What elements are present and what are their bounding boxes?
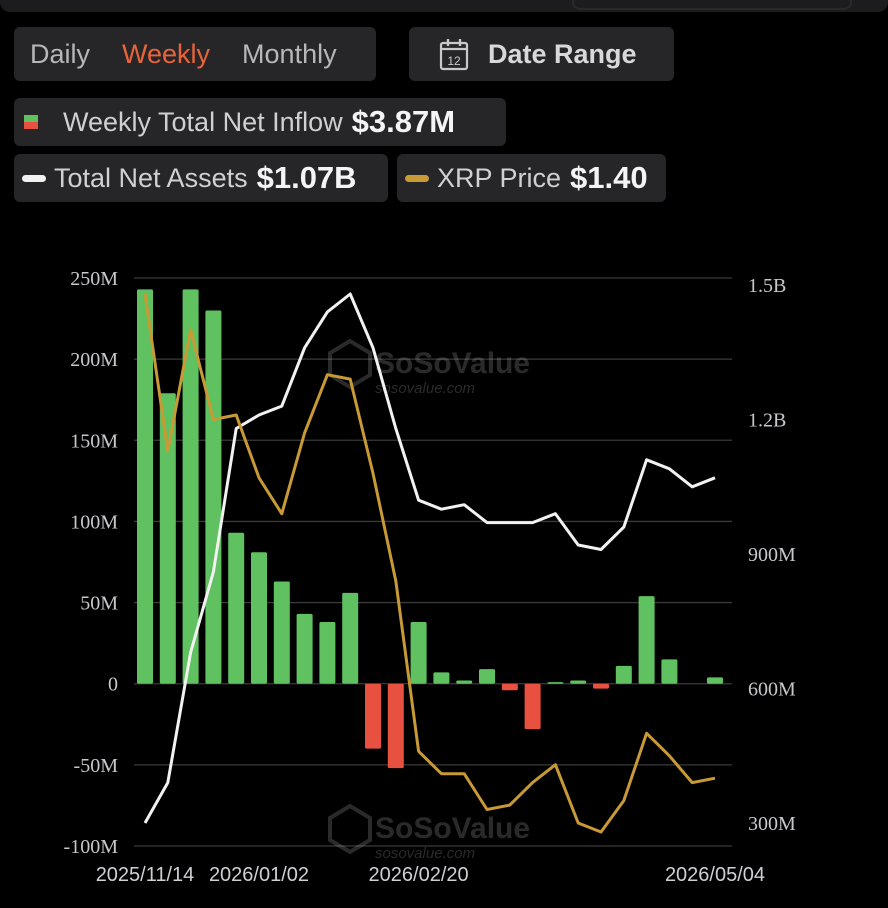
y-tick-label-left: 100M — [70, 511, 118, 533]
date-range-button[interactable]: 12 Date Range — [409, 27, 674, 81]
flow-bar — [593, 683, 609, 689]
flow-bar — [182, 289, 199, 684]
net-assets-legend[interactable]: Total Net Assets $1.07B — [14, 154, 388, 202]
flow-bar — [570, 680, 587, 684]
calendar-icon: 12 — [439, 39, 469, 71]
net-inflow-legend[interactable]: Weekly Total Net Inflow $3.87M — [14, 98, 506, 146]
y-tick-label-left: -50M — [74, 755, 119, 777]
flow-bar — [319, 622, 336, 684]
watermark-brand: SoSoValue — [375, 347, 530, 380]
y-tick-label-left: 250M — [70, 268, 118, 290]
y-tick-label-left: 50M — [80, 593, 118, 615]
flow-bar — [707, 677, 723, 684]
watermark-brand: SoSoValue — [375, 812, 530, 845]
period-selector: Daily Weekly Monthly — [14, 27, 376, 81]
xrp-price-legend[interactable]: XRP Price $1.40 — [397, 154, 666, 202]
search-field-edge[interactable] — [572, 0, 852, 10]
net-assets-swatch — [22, 174, 46, 182]
xrp-price-line — [143, 293, 716, 834]
net-inflow-label: Weekly Total Net Inflow — [63, 106, 343, 137]
tab-weekly[interactable]: Weekly — [122, 38, 211, 69]
watermark-url: sosovalue.com — [375, 380, 475, 397]
flow-bar — [251, 552, 267, 684]
watermark-logo-icon — [328, 803, 372, 855]
y-tick-label-right: 900M — [748, 544, 796, 566]
flow-bar — [547, 682, 564, 684]
flow-bar — [296, 613, 313, 684]
flow-bar — [137, 289, 153, 684]
flow-bar — [205, 310, 222, 684]
y-tick-label-left: -100M — [64, 836, 119, 858]
flow-bar — [524, 683, 541, 730]
flow-bar — [456, 680, 473, 684]
flow-bar — [273, 581, 290, 684]
flow-bar — [661, 659, 678, 684]
watermark-url: sosovalue.com — [375, 845, 475, 862]
flow-bar — [365, 683, 381, 749]
flow-bar — [387, 683, 404, 769]
flow-bar — [638, 596, 655, 684]
y-tick-label-left: 0 — [108, 674, 118, 696]
flow-bar — [159, 393, 176, 684]
flow-bar — [479, 669, 495, 684]
svg-text:12: 12 — [447, 54, 461, 68]
y-tick-label-left: 150M — [70, 430, 118, 452]
etf-flow-chart: 250M 200M 150M 100M 50M 0 -50M -100M 1.5B 1.2B 900… — [64, 268, 796, 886]
x-tick-label: 2026/05/04 — [665, 864, 765, 886]
flow-bar — [501, 683, 518, 691]
x-tick-label: 2026/02/20 — [369, 864, 469, 886]
flow-bar — [433, 672, 450, 684]
flow-bar — [410, 622, 427, 684]
inflow-swatch — [24, 115, 38, 129]
net-assets-label: Total Net Assets — [54, 162, 248, 193]
y-tick-label-right: 1.5B — [748, 275, 786, 297]
xrp-price-label: XRP Price — [437, 162, 562, 193]
y-tick-label-left: 200M — [70, 349, 118, 371]
top-header-strip — [0, 0, 888, 12]
flow-bar — [342, 592, 359, 684]
y-tick-label-right: 1.2B — [748, 410, 786, 432]
x-tick-label: 2026/01/02 — [209, 864, 309, 886]
tab-daily[interactable]: Daily — [30, 38, 91, 69]
xrp-price-swatch — [405, 174, 429, 182]
tab-monthly[interactable]: Monthly — [242, 38, 337, 69]
xrp-price-value: $1.40 — [570, 160, 648, 195]
date-range-label: Date Range — [488, 38, 637, 69]
x-tick-label: 2025/11/14 — [96, 864, 195, 886]
flow-bar — [615, 665, 632, 684]
flow-bar — [228, 532, 245, 684]
y-tick-label-right: 300M — [748, 813, 796, 835]
y-tick-label-right: 600M — [748, 679, 796, 701]
net-assets-value: $1.07B — [256, 160, 357, 195]
net-inflow-value: $3.87M — [351, 104, 456, 139]
